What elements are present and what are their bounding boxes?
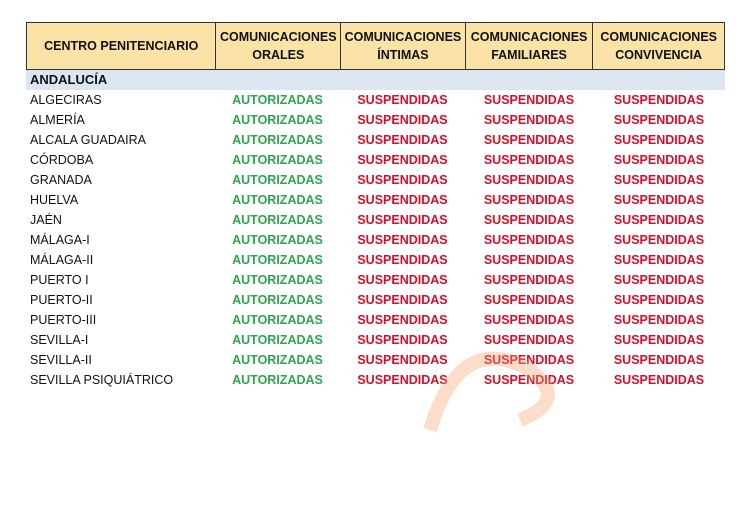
header-familiares: COMUNICACIONES FAMILIARES	[464, 23, 593, 69]
table-row: PUERTO-III AUTORIZADAS SUSPENDIDAS SUSPENDI…	[26, 310, 725, 330]
table-row: SEVILLA PSIQUIÁTRICO AUTORIZADAS SUSPENDID…	[26, 370, 725, 390]
status-cell: SUSPENDIDAS	[613, 373, 705, 387]
status-cell: SUSPENDIDAS	[357, 113, 448, 127]
table-row: CÓRDOBA AUTORIZADAS SUSPENDIDAS SUSPENDIDAS…	[26, 150, 725, 170]
status-cell: AUTORIZADAS	[232, 313, 323, 327]
status-cell: SUSPENDIDAS	[613, 253, 705, 267]
status-cell: SUSPENDIDAS	[483, 253, 575, 267]
status-cell: SUSPENDIDAS	[483, 273, 575, 287]
status-cell: SUSPENDIDAS	[357, 213, 448, 227]
status-cell: SUSPENDIDAS	[357, 193, 448, 207]
status-cell: SUSPENDIDAS	[357, 233, 448, 247]
status-cell: SUSPENDIDAS	[613, 153, 705, 167]
table-row: ALGECIRAS AUTORIZADAS SUSPENDIDAS SUSPENDID…	[26, 90, 725, 110]
table-row: MÁLAGA-II AUTORIZADAS SUSPENDIDAS SUSPENDID…	[26, 250, 725, 270]
centro-name: ALGECIRAS	[30, 93, 102, 107]
status-cell: AUTORIZADAS	[232, 173, 323, 187]
status-cell: AUTORIZADAS	[232, 253, 323, 267]
status-cell: SUSPENDIDAS	[483, 153, 575, 167]
status-cell: SUSPENDIDAS	[483, 173, 575, 187]
status-cell: AUTORIZADAS	[232, 273, 323, 287]
table-header: CENTRO PENITENCIARIO COMUNICACIONES ORAL…	[26, 22, 725, 70]
centro-name: MÁLAGA-I	[30, 233, 90, 247]
prison-communications-table: CENTRO PENITENCIARIO COMUNICACIONES ORAL…	[26, 22, 725, 390]
header-orales: COMUNICACIONES ORALES	[215, 23, 340, 69]
status-cell: SUSPENDIDAS	[613, 353, 705, 367]
status-cell: AUTORIZADAS	[232, 193, 323, 207]
status-cell: SUSPENDIDAS	[357, 273, 448, 287]
status-cell: SUSPENDIDAS	[483, 133, 575, 147]
centro-name: CÓRDOBA	[30, 153, 94, 167]
table-row: SEVILLA-II AUTORIZADAS SUSPENDIDAS SUSPENDI…	[26, 350, 725, 370]
status-cell: SUSPENDIDAS	[613, 173, 705, 187]
centro-name: SEVILLA-I	[30, 333, 89, 347]
status-cell: SUSPENDIDAS	[613, 293, 705, 307]
status-cell: AUTORIZADAS	[232, 153, 323, 167]
header-centro: CENTRO PENITENCIARIO	[44, 39, 199, 53]
status-cell: SUSPENDIDAS	[483, 213, 575, 227]
centro-name: SEVILLA-II	[30, 353, 92, 367]
status-cell: SUSPENDIDAS	[483, 333, 575, 347]
centro-name: ALMERÍA	[30, 113, 85, 127]
status-cell: SUSPENDIDAS	[357, 133, 448, 147]
status-cell: SUSPENDIDAS	[483, 93, 575, 107]
table-row: MÁLAGA-I AUTORIZADAS SUSPENDIDAS SUSPENDIDA…	[26, 230, 725, 250]
centro-name: PUERTO-III	[30, 313, 97, 327]
status-cell: SUSPENDIDAS	[613, 313, 705, 327]
status-cell: SUSPENDIDAS	[483, 313, 575, 327]
status-cell: SUSPENDIDAS	[613, 193, 705, 207]
status-cell: SUSPENDIDAS	[357, 313, 448, 327]
status-cell: SUSPENDIDAS	[613, 273, 705, 287]
status-cell: AUTORIZADAS	[232, 333, 323, 347]
status-cell: SUSPENDIDAS	[613, 113, 705, 127]
status-cell: SUSPENDIDAS	[613, 233, 705, 247]
status-cell: SUSPENDIDAS	[357, 333, 448, 347]
table-row: GRANADA AUTORIZADAS SUSPENDIDAS SUSPENDIDAS…	[26, 170, 725, 190]
status-cell: AUTORIZADAS	[232, 353, 323, 367]
centro-name: ALCALA GUADAIRA	[30, 133, 147, 147]
header-intimas: COMUNICACIONES ÍNTIMAS	[340, 23, 465, 69]
status-cell: SUSPENDIDAS	[613, 333, 705, 347]
status-cell: SUSPENDIDAS	[483, 113, 575, 127]
status-cell: AUTORIZADAS	[232, 93, 323, 107]
table-body: ALGECIRAS AUTORIZADAS SUSPENDIDAS SUSPENDID…	[26, 90, 725, 390]
table-row: JAÉN AUTORIZADAS SUSPENDIDAS SUSPENDIDAS SUS…	[26, 210, 725, 230]
status-cell: SUSPENDIDAS	[357, 93, 448, 107]
centro-name: MÁLAGA-II	[30, 253, 94, 267]
status-cell: SUSPENDIDAS	[357, 253, 448, 267]
status-cell: AUTORIZADAS	[232, 373, 323, 387]
centro-name: PUERTO-II	[30, 293, 93, 307]
status-cell: AUTORIZADAS	[232, 293, 323, 307]
status-cell: SUSPENDIDAS	[357, 173, 448, 187]
status-cell: SUSPENDIDAS	[483, 293, 575, 307]
status-cell: AUTORIZADAS	[232, 213, 323, 227]
table-row: SEVILLA-I AUTORIZADAS SUSPENDIDAS SUSPENDID…	[26, 330, 725, 350]
status-cell: SUSPENDIDAS	[357, 353, 448, 367]
status-cell: SUSPENDIDAS	[613, 93, 705, 107]
header-convivencia: COMUNICACIONES CONVIVENCIA	[592, 23, 724, 69]
status-cell: AUTORIZADAS	[232, 133, 323, 147]
centro-name: HUELVA	[30, 193, 79, 207]
status-cell: SUSPENDIDAS	[357, 373, 448, 387]
table-row: ALMERÍA AUTORIZADAS SUSPENDIDAS SUSPENDIDAS…	[26, 110, 725, 130]
status-cell: SUSPENDIDAS	[483, 233, 575, 247]
table-row: PUERTO I AUTORIZADAS SUSPENDIDAS SUSPENDIDA…	[26, 270, 725, 290]
status-cell: SUSPENDIDAS	[613, 133, 705, 147]
table-row: PUERTO-II AUTORIZADAS SUSPENDIDAS SUSPENDID…	[26, 290, 725, 310]
table-row: HUELVA AUTORIZADAS SUSPENDIDAS SUSPENDIDAS S…	[26, 190, 725, 210]
centro-name: JAÉN	[30, 213, 62, 227]
centro-name: PUERTO I	[30, 273, 89, 287]
status-cell: SUSPENDIDAS	[357, 153, 448, 167]
centro-name: SEVILLA PSIQUIÁTRICO	[30, 373, 174, 387]
status-cell: SUSPENDIDAS	[483, 353, 575, 367]
region-row: ANDALUCÍA	[26, 70, 725, 90]
status-cell: SUSPENDIDAS	[613, 213, 705, 227]
status-cell: AUTORIZADAS	[232, 233, 323, 247]
centro-name: GRANADA	[30, 173, 92, 187]
status-cell: SUSPENDIDAS	[483, 193, 575, 207]
status-cell: SUSPENDIDAS	[483, 373, 575, 387]
table-row: ALCALA GUADAIRA AUTORIZADAS SUSPENDIDAS SUS…	[26, 130, 725, 150]
status-cell: SUSPENDIDAS	[357, 293, 448, 307]
status-cell: AUTORIZADAS	[232, 113, 323, 127]
